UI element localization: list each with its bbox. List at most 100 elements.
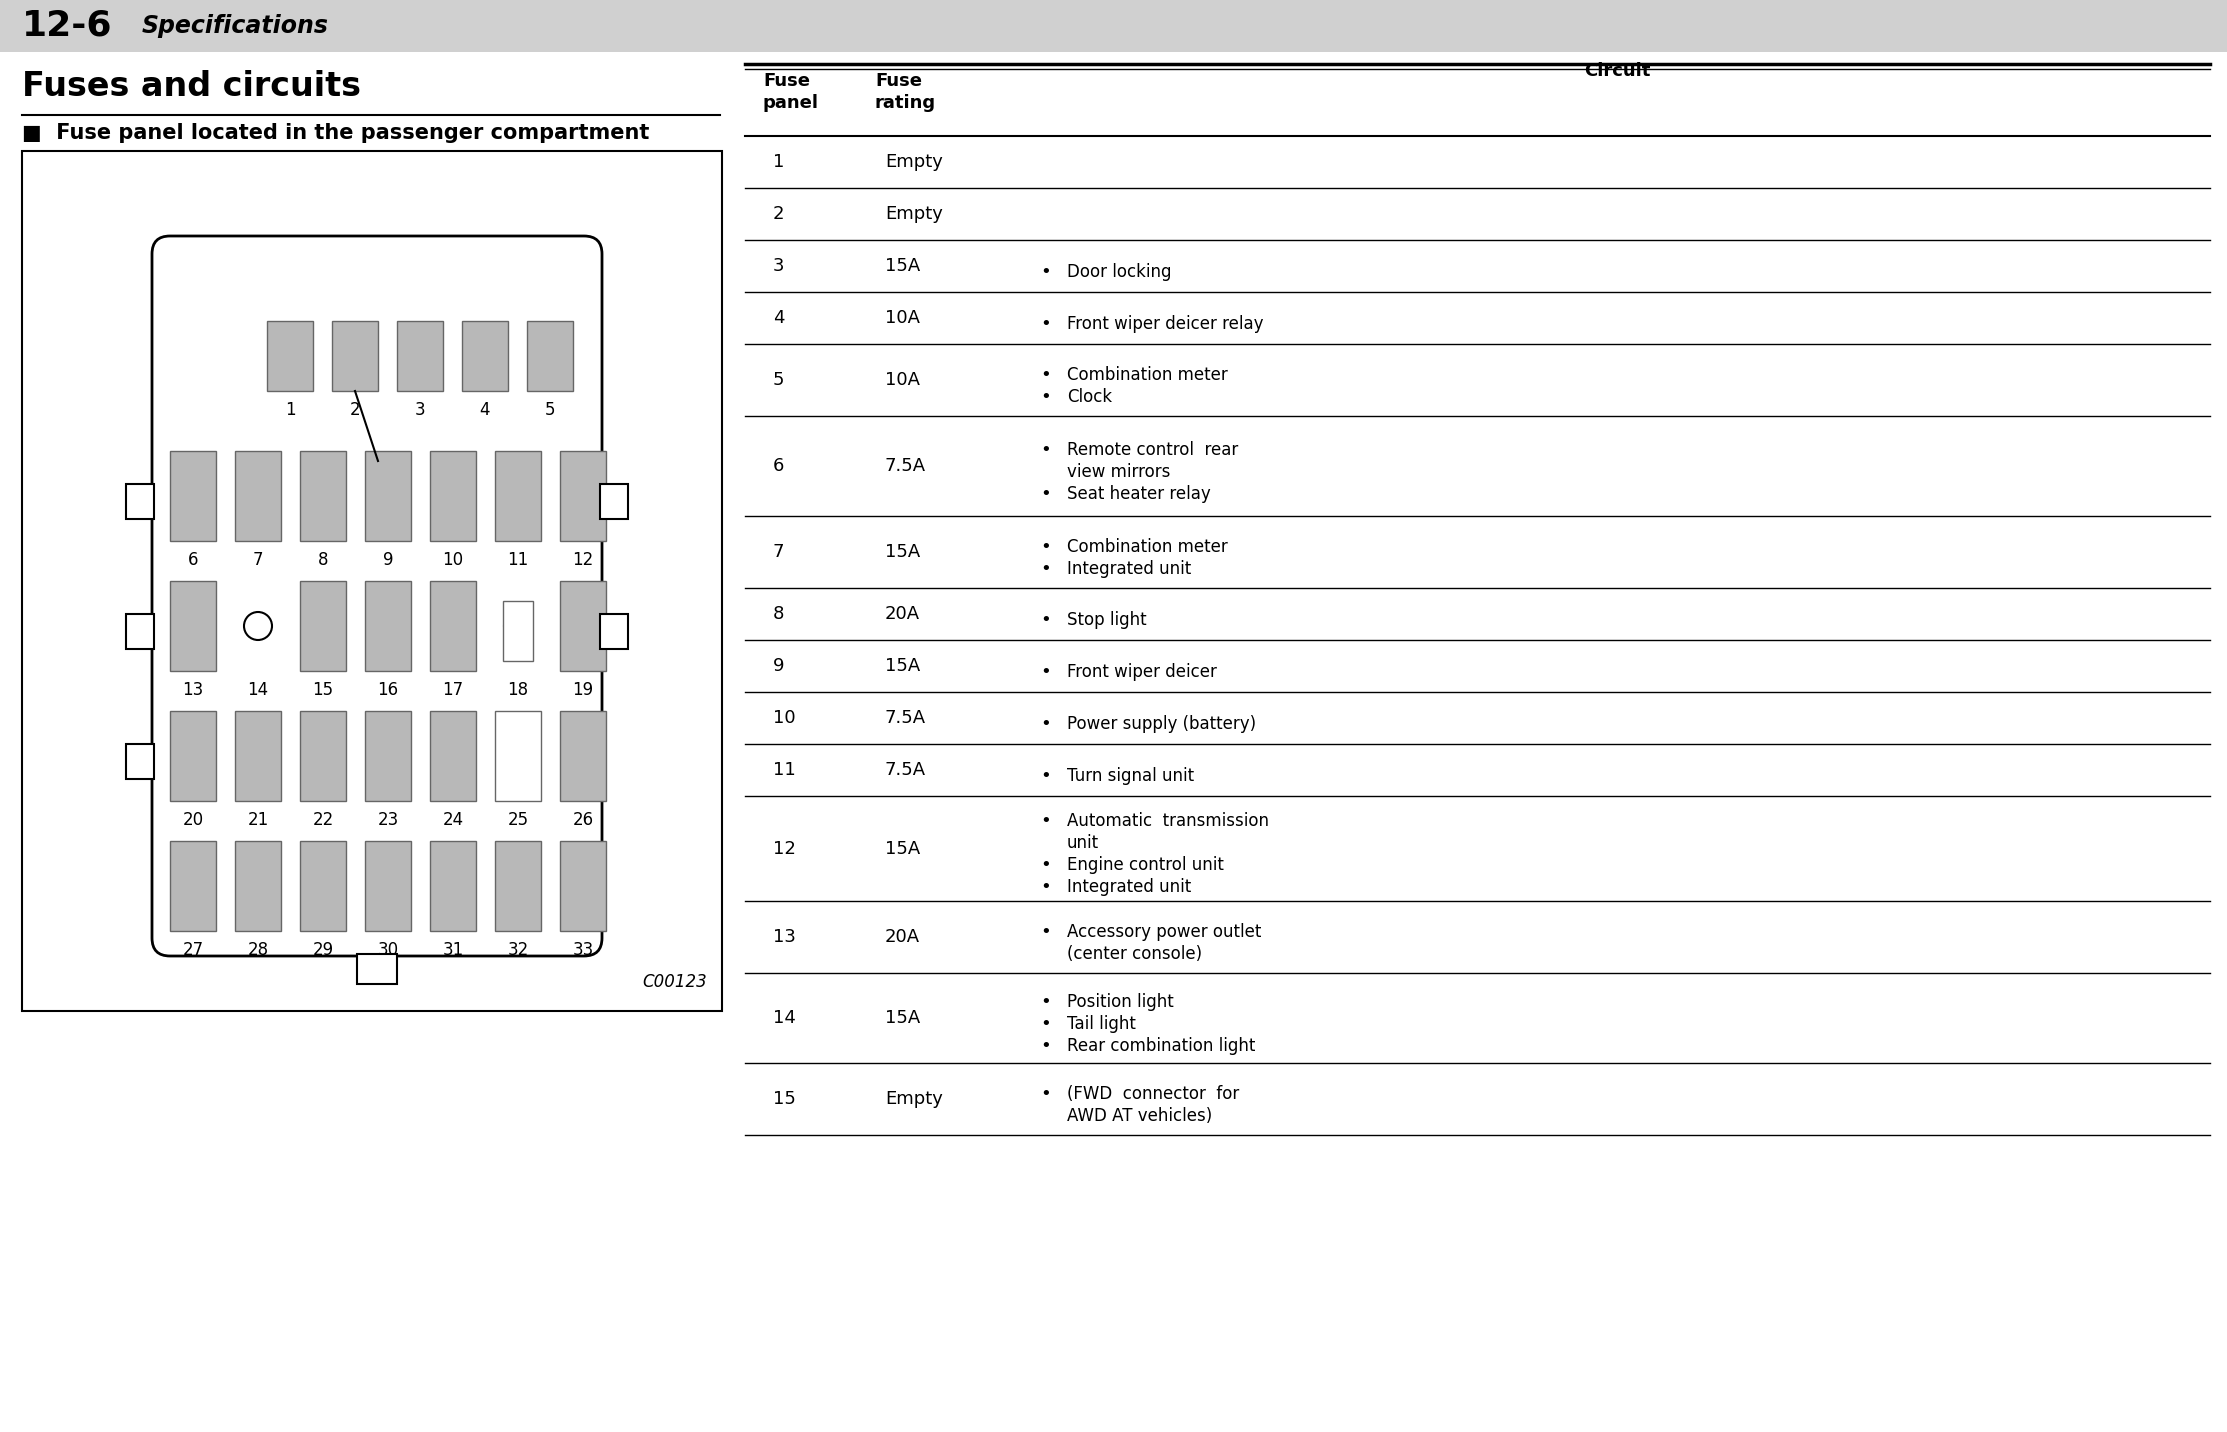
Bar <box>332 321 379 391</box>
Bar <box>599 484 628 518</box>
Bar <box>356 954 396 984</box>
Bar <box>127 484 154 518</box>
Text: Position light: Position light <box>1067 992 1174 1011</box>
Bar <box>365 712 412 800</box>
Text: 5: 5 <box>773 371 784 390</box>
Text: 15A: 15A <box>884 1010 920 1027</box>
Bar <box>396 321 443 391</box>
Text: •: • <box>1040 485 1051 503</box>
Bar <box>301 712 345 800</box>
Text: Combination meter: Combination meter <box>1067 538 1227 556</box>
Text: 3: 3 <box>414 401 425 420</box>
Text: 8: 8 <box>318 551 327 569</box>
Bar <box>236 712 281 800</box>
Text: 10A: 10A <box>884 309 920 326</box>
Text: Tail light: Tail light <box>1067 1015 1136 1032</box>
Text: 14: 14 <box>773 1010 795 1027</box>
Text: •: • <box>1040 663 1051 682</box>
Text: 28: 28 <box>247 941 269 959</box>
Text: 17: 17 <box>443 682 463 699</box>
Text: Circuit: Circuit <box>1583 62 1650 80</box>
Text: 5: 5 <box>546 401 555 420</box>
Text: 15: 15 <box>312 682 334 699</box>
Text: Turn signal unit: Turn signal unit <box>1067 768 1194 785</box>
Text: Fuses and circuits: Fuses and circuits <box>22 70 361 103</box>
Text: Door locking: Door locking <box>1067 263 1171 281</box>
Text: 2: 2 <box>773 205 784 223</box>
Text: •: • <box>1040 611 1051 629</box>
Text: Front wiper deicer relay: Front wiper deicer relay <box>1067 315 1263 334</box>
Bar <box>22 150 722 1011</box>
Text: Empty: Empty <box>884 1090 942 1108</box>
Bar <box>267 321 314 391</box>
Text: •: • <box>1040 1037 1051 1055</box>
Text: 7.5A: 7.5A <box>884 457 926 475</box>
Text: •: • <box>1040 263 1051 281</box>
Text: Empty: Empty <box>884 205 942 223</box>
Bar <box>301 581 345 672</box>
Bar <box>301 841 345 931</box>
Bar <box>127 613 154 649</box>
Text: 7: 7 <box>252 551 263 569</box>
Text: 6: 6 <box>773 457 784 475</box>
Bar <box>0 0 2227 52</box>
Text: 10: 10 <box>773 709 795 727</box>
Bar <box>301 451 345 541</box>
FancyBboxPatch shape <box>151 236 601 957</box>
Text: Fuse
rating: Fuse rating <box>875 72 935 112</box>
Text: •: • <box>1040 388 1051 407</box>
Text: 25: 25 <box>508 811 528 829</box>
Text: Fuse
panel: Fuse panel <box>764 72 820 112</box>
Text: 16: 16 <box>376 682 399 699</box>
Bar <box>365 581 412 672</box>
Text: AWD AT vehicles): AWD AT vehicles) <box>1067 1107 1211 1126</box>
Text: 32: 32 <box>508 941 528 959</box>
Text: Clock: Clock <box>1067 388 1111 407</box>
Bar <box>430 451 477 541</box>
Text: •: • <box>1040 812 1051 831</box>
Text: 33: 33 <box>572 941 595 959</box>
Bar <box>169 841 216 931</box>
Bar <box>494 451 541 541</box>
Text: 15: 15 <box>773 1090 795 1108</box>
Text: 8: 8 <box>773 604 784 623</box>
Text: •: • <box>1040 538 1051 556</box>
Text: Rear combination light: Rear combination light <box>1067 1037 1256 1055</box>
Text: •: • <box>1040 768 1051 785</box>
Text: 27: 27 <box>183 941 203 959</box>
Text: Stop light: Stop light <box>1067 611 1147 629</box>
Text: •: • <box>1040 878 1051 896</box>
Text: •: • <box>1040 992 1051 1011</box>
Bar <box>365 451 412 541</box>
Text: 7: 7 <box>773 543 784 561</box>
Text: 7.5A: 7.5A <box>884 709 926 727</box>
Text: Integrated unit: Integrated unit <box>1067 878 1191 896</box>
Bar <box>559 581 606 672</box>
Text: 13: 13 <box>183 682 203 699</box>
Bar <box>528 321 572 391</box>
Text: 13: 13 <box>773 928 795 947</box>
Text: 11: 11 <box>508 551 528 569</box>
Bar <box>236 841 281 931</box>
Text: •: • <box>1040 441 1051 460</box>
Bar <box>503 601 532 662</box>
Text: 4: 4 <box>479 401 490 420</box>
Text: 19: 19 <box>572 682 595 699</box>
Bar <box>127 743 154 779</box>
Text: Remote control  rear: Remote control rear <box>1067 441 1238 460</box>
Text: Specifications: Specifications <box>143 14 330 39</box>
Text: •: • <box>1040 1085 1051 1103</box>
Bar <box>169 581 216 672</box>
Text: 30: 30 <box>376 941 399 959</box>
Bar <box>169 451 216 541</box>
Bar <box>494 712 541 800</box>
Text: 15A: 15A <box>884 839 920 858</box>
Text: 21: 21 <box>247 811 269 829</box>
Text: 12-6: 12-6 <box>22 9 114 43</box>
Text: Seat heater relay: Seat heater relay <box>1067 485 1211 503</box>
Text: 23: 23 <box>376 811 399 829</box>
Text: 12: 12 <box>773 839 795 858</box>
Text: 26: 26 <box>572 811 595 829</box>
Text: 1: 1 <box>285 401 296 420</box>
Bar <box>559 712 606 800</box>
